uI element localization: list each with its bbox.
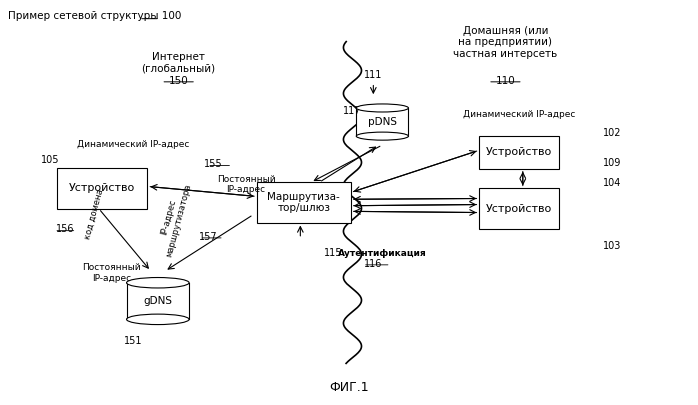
Text: Динамический IP-адрес: Динамический IP-адрес (463, 110, 576, 119)
Text: Постоянный
IP-адрес: Постоянный IP-адрес (217, 175, 276, 194)
Text: код домена: код домена (83, 188, 105, 241)
Text: 104: 104 (602, 178, 621, 188)
Text: IP-адрес
маршрутизатора: IP-адрес маршрутизатора (155, 179, 193, 258)
Text: Устройство: Устройство (487, 204, 552, 213)
Text: Устройство: Устройство (487, 147, 552, 157)
Text: 105: 105 (40, 155, 59, 165)
FancyBboxPatch shape (57, 168, 147, 209)
Text: Постоянный
IP-адрес: Постоянный IP-адрес (82, 263, 140, 283)
Text: 111: 111 (364, 70, 383, 80)
Text: 156: 156 (56, 224, 75, 234)
Polygon shape (356, 108, 408, 136)
Ellipse shape (126, 314, 189, 324)
Text: pDNS: pDNS (368, 117, 397, 127)
Ellipse shape (356, 132, 408, 140)
Polygon shape (126, 283, 189, 320)
Text: 157: 157 (199, 232, 218, 242)
Text: 109: 109 (602, 158, 621, 168)
Text: Домашняя (или
на предприятии)
частная интерсеть: Домашняя (или на предприятии) частная ин… (453, 26, 558, 59)
Text: 103: 103 (602, 241, 621, 251)
FancyBboxPatch shape (480, 188, 559, 229)
Text: Интернет
(глобальный): Интернет (глобальный) (142, 52, 216, 73)
Text: ФИГ.1: ФИГ.1 (329, 381, 369, 394)
Text: 102: 102 (602, 128, 621, 138)
Text: 116: 116 (364, 259, 383, 269)
Text: 151: 151 (124, 336, 142, 346)
Text: Аутентификация: Аутентификация (338, 249, 426, 258)
FancyBboxPatch shape (257, 182, 350, 223)
Text: Пример сетевой структуры 100: Пример сетевой структуры 100 (8, 11, 181, 21)
Text: 155: 155 (204, 159, 223, 169)
Text: Динамический IP-адрес: Динамический IP-адрес (77, 140, 190, 149)
Ellipse shape (126, 277, 189, 288)
Text: gDNS: gDNS (143, 296, 172, 306)
Text: Устройство: Устройство (69, 183, 135, 194)
Text: Маршрутиза-
тор/шлюз: Маршрутиза- тор/шлюз (267, 192, 340, 213)
Text: 117: 117 (343, 106, 362, 116)
FancyBboxPatch shape (480, 136, 559, 169)
Text: 150: 150 (169, 76, 188, 86)
Text: 115: 115 (324, 248, 342, 258)
Text: 110: 110 (496, 76, 515, 86)
Ellipse shape (356, 104, 408, 112)
